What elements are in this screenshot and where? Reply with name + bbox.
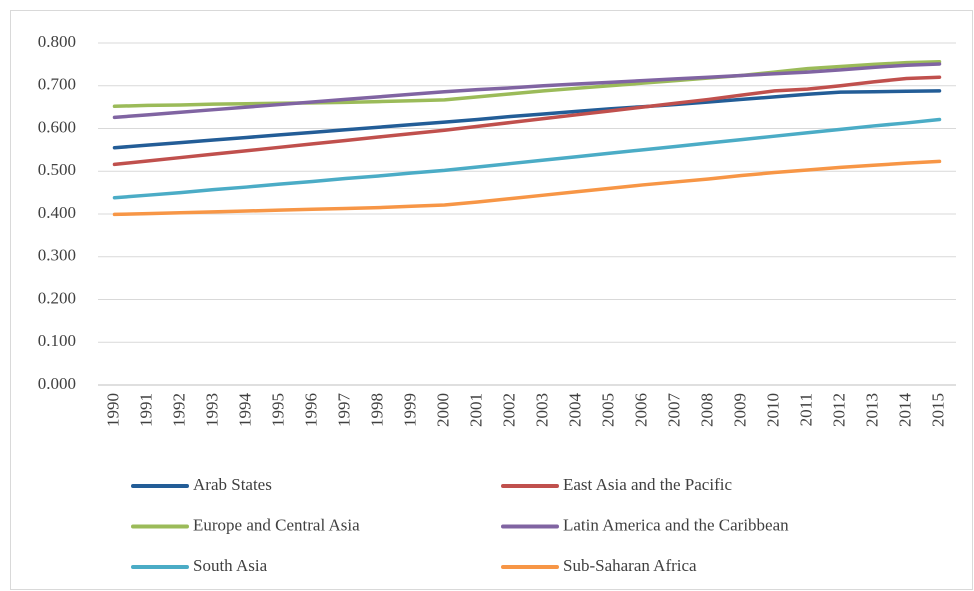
- x-tick-label: 2003: [532, 393, 551, 427]
- legend-label: South Asia: [193, 556, 268, 575]
- legend-label: Latin America and the Caribbean: [563, 515, 789, 534]
- y-tick-label: 0.300: [38, 246, 76, 265]
- y-tick-label: 0.600: [38, 117, 76, 136]
- y-tick-label: 0.800: [38, 32, 76, 51]
- y-tick-label: 0.100: [38, 331, 76, 350]
- legend-label: Arab States: [193, 475, 272, 494]
- x-tick-label: 2009: [730, 393, 749, 427]
- chart-frame: [10, 10, 973, 590]
- x-tick-label: 2004: [565, 393, 584, 428]
- series-line: [112, 117, 942, 200]
- series-line: [112, 75, 942, 167]
- x-tick-label: 2002: [499, 393, 518, 427]
- legend-label: Sub-Saharan Africa: [563, 556, 697, 575]
- y-tick-label: 0.200: [38, 288, 76, 307]
- y-tick-label: 0.400: [38, 203, 76, 222]
- y-tick-label: 0.500: [38, 160, 76, 179]
- x-tick-label: 1993: [202, 393, 221, 427]
- x-tick-label: 2006: [631, 393, 650, 427]
- x-tick-label: 1990: [103, 393, 122, 427]
- series-line: [112, 89, 942, 150]
- x-tick-label: 2011: [796, 393, 815, 426]
- x-tick-label: 2010: [763, 393, 782, 427]
- x-tick-label: 1991: [136, 393, 155, 427]
- x-tick-label: 1992: [169, 393, 188, 427]
- x-tick-label: 2001: [466, 393, 485, 427]
- x-tick-label: 2013: [862, 393, 881, 427]
- x-tick-label: 2012: [829, 393, 848, 427]
- legend-label: Europe and Central Asia: [193, 515, 360, 534]
- series-line: [112, 159, 942, 217]
- x-tick-label: 1994: [235, 393, 254, 428]
- y-tick-label: 0.700: [38, 75, 76, 94]
- x-tick-label: 2007: [664, 393, 683, 428]
- legend-label: East Asia and the Pacific: [563, 475, 732, 494]
- x-tick-label: 2015: [928, 393, 947, 427]
- x-tick-label: 1998: [367, 393, 386, 427]
- x-tick-label: 1996: [301, 393, 320, 427]
- x-tick-label: 2000: [433, 393, 452, 427]
- x-tick-label: 2014: [895, 393, 914, 428]
- x-tick-label: 1995: [268, 393, 287, 427]
- x-tick-label: 1997: [334, 393, 353, 428]
- x-tick-label: 1999: [400, 393, 419, 427]
- x-tick-label: 2005: [598, 393, 617, 427]
- x-tick-label: 2008: [697, 393, 716, 427]
- series-line: [112, 62, 942, 120]
- y-tick-label: 0.000: [38, 374, 76, 393]
- series-line: [112, 60, 942, 109]
